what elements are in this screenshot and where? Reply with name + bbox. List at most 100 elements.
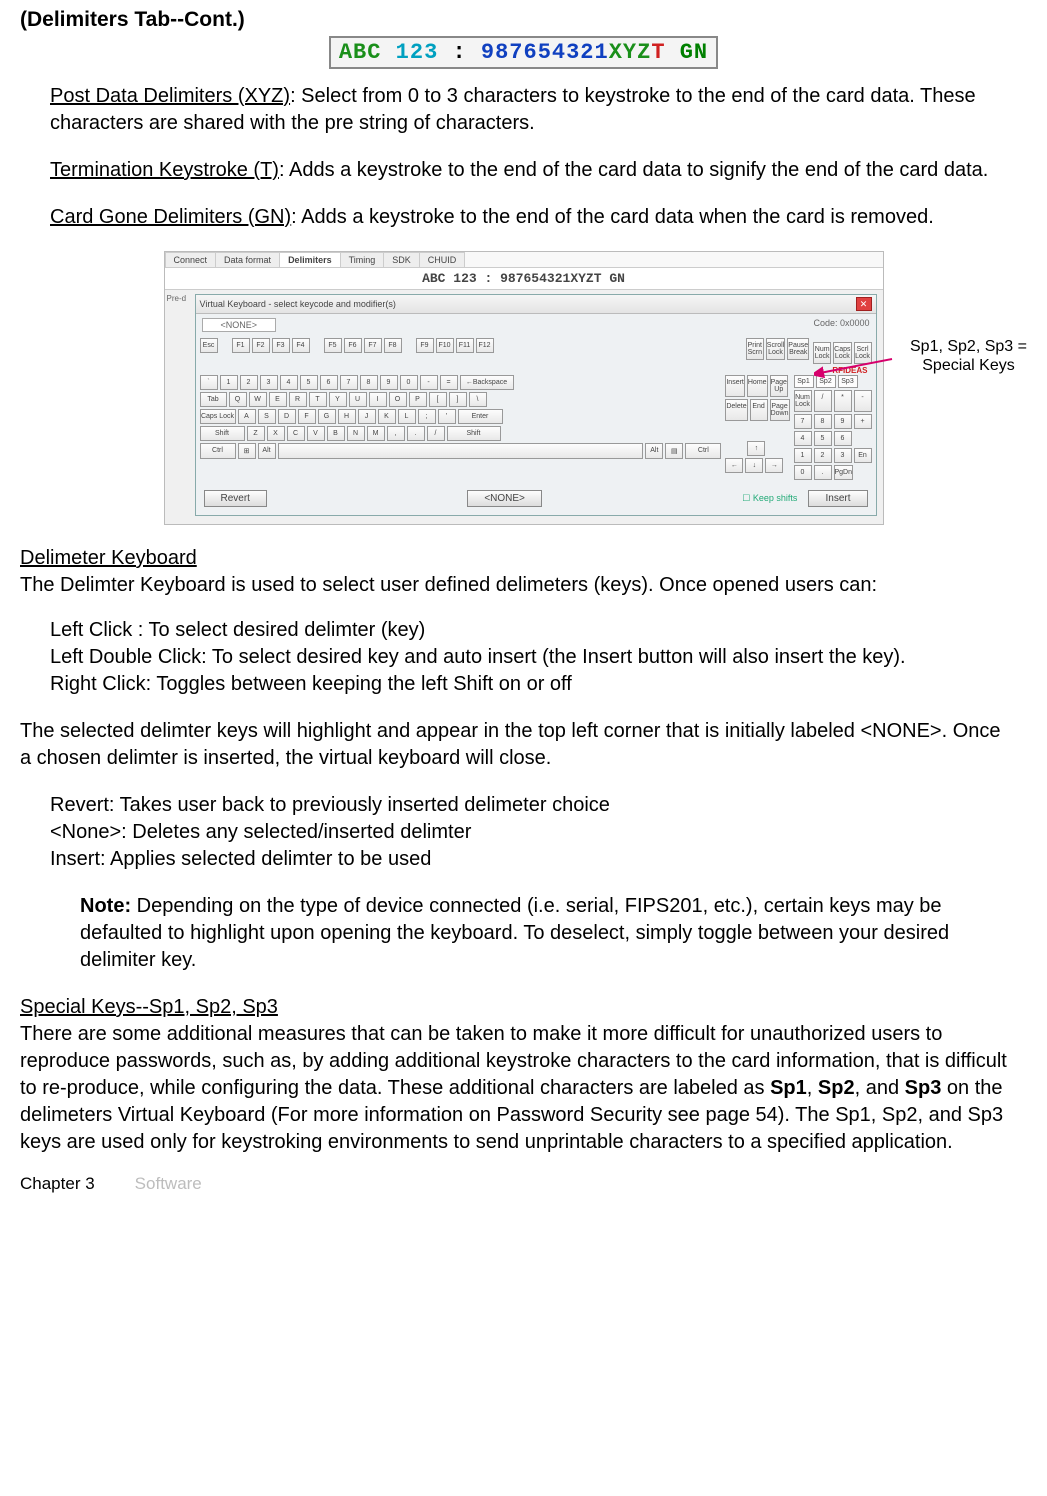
key-e[interactable]: E	[269, 392, 287, 407]
tab-delimiters[interactable]: Delimiters	[279, 252, 341, 267]
key-f10[interactable]: F10	[436, 338, 454, 353]
key-shift[interactable]: Shift	[200, 426, 245, 441]
key-[interactable]: /	[427, 426, 445, 441]
key-f9[interactable]: F9	[416, 338, 434, 353]
key-8[interactable]: 8	[360, 375, 378, 390]
none-button[interactable]: <NONE>	[467, 490, 542, 507]
key-f12[interactable]: F12	[476, 338, 494, 353]
key-ctrl[interactable]: Ctrl	[200, 443, 236, 459]
key-f2[interactable]: F2	[252, 338, 270, 353]
key-capslock[interactable]: Caps Lock	[200, 409, 236, 424]
key-[interactable]: =	[440, 375, 458, 390]
key-f5[interactable]: F5	[324, 338, 342, 353]
key-numlock[interactable]: NumLock	[794, 390, 812, 412]
key-v[interactable]: V	[307, 426, 325, 441]
key-[interactable]: ,	[387, 426, 405, 441]
key-4[interactable]: 4	[794, 431, 812, 446]
key-9[interactable]: 9	[834, 414, 852, 429]
insert-button[interactable]: Insert	[808, 490, 867, 507]
key-6[interactable]: 6	[834, 431, 852, 446]
key-p[interactable]: P	[409, 392, 427, 407]
key-end[interactable]: End	[750, 399, 768, 421]
key-r[interactable]: R	[289, 392, 307, 407]
key-[interactable]: *	[834, 390, 852, 412]
key-scrolllock[interactable]: ScrollLock	[766, 338, 786, 360]
key-f8[interactable]: F8	[384, 338, 402, 353]
key-pageup[interactable]: PageUp	[770, 375, 788, 397]
key-0[interactable]: 0	[400, 375, 418, 390]
key-f7[interactable]: F7	[364, 338, 382, 353]
key-en[interactable]: En	[854, 448, 872, 463]
revert-button[interactable]: Revert	[204, 490, 267, 507]
key-u[interactable]: U	[349, 392, 367, 407]
key-5[interactable]: 5	[300, 375, 318, 390]
key-[interactable]: .	[814, 465, 832, 480]
key-1[interactable]: 1	[220, 375, 238, 390]
key-g[interactable]: G	[318, 409, 336, 424]
key-t[interactable]: T	[309, 392, 327, 407]
key-f[interactable]: F	[298, 409, 316, 424]
key-[interactable]: '	[438, 409, 456, 424]
key-m[interactable]: M	[367, 426, 385, 441]
key-f3[interactable]: F3	[272, 338, 290, 353]
key-left[interactable]: ←	[725, 458, 743, 473]
key-7[interactable]: 7	[340, 375, 358, 390]
key-delete[interactable]: Delete	[725, 399, 747, 421]
key-down[interactable]: ↓	[745, 458, 763, 473]
key-7[interactable]: 7	[794, 414, 812, 429]
key-j[interactable]: J	[358, 409, 376, 424]
key-f11[interactable]: F11	[456, 338, 474, 353]
key-menu[interactable]: ▤	[665, 443, 683, 459]
key-9[interactable]: 9	[380, 375, 398, 390]
key-w[interactable]: W	[249, 392, 267, 407]
key-i[interactable]: I	[369, 392, 387, 407]
key-[interactable]: .	[407, 426, 425, 441]
key-5[interactable]: 5	[814, 431, 832, 446]
key-shift[interactable]: Shift	[447, 426, 501, 441]
tab-timing[interactable]: Timing	[340, 252, 385, 267]
keep-shifts-checkbox[interactable]: ☐ Keep shifts	[742, 493, 797, 503]
key-esc[interactable]: Esc	[200, 338, 218, 353]
key-tab[interactable]: Tab	[200, 392, 227, 407]
key-insert[interactable]: Insert	[725, 375, 745, 397]
key-sp1[interactable]: Sp1	[794, 375, 814, 388]
key-f6[interactable]: F6	[344, 338, 362, 353]
key-b[interactable]: B	[327, 426, 345, 441]
key-ctrl-r[interactable]: Ctrl	[685, 443, 721, 459]
key-4[interactable]: 4	[280, 375, 298, 390]
key-pgdn[interactable]: PgDn	[834, 465, 854, 480]
key-alt-r[interactable]: Alt	[645, 443, 663, 459]
key-y[interactable]: Y	[329, 392, 347, 407]
key-[interactable]: +	[854, 414, 872, 429]
key-3[interactable]: 3	[260, 375, 278, 390]
key-n[interactable]: N	[347, 426, 365, 441]
key-space[interactable]	[278, 443, 644, 459]
key-l[interactable]: L	[398, 409, 416, 424]
key-a[interactable]: A	[238, 409, 256, 424]
key-home[interactable]: Home	[747, 375, 768, 397]
close-icon[interactable]: ✕	[856, 297, 872, 311]
key-pausebreak[interactable]: PauseBreak	[787, 338, 809, 360]
key-8[interactable]: 8	[814, 414, 832, 429]
key-q[interactable]: Q	[229, 392, 247, 407]
key-2[interactable]: 2	[240, 375, 258, 390]
key-[interactable]: ]	[449, 392, 467, 407]
key-win[interactable]: ⊞	[238, 443, 256, 459]
key-[interactable]: `	[200, 375, 218, 390]
key-f4[interactable]: F4	[292, 338, 310, 353]
key-printscrn[interactable]: PrintScrn	[746, 338, 764, 360]
key-c[interactable]: C	[287, 426, 305, 441]
key-[interactable]: -	[420, 375, 438, 390]
tab-data-format[interactable]: Data format	[215, 252, 280, 267]
key-6[interactable]: 6	[320, 375, 338, 390]
key-3[interactable]: 3	[834, 448, 852, 463]
key-[interactable]: \	[469, 392, 487, 407]
key-[interactable]: /	[814, 390, 832, 412]
key-k[interactable]: K	[378, 409, 396, 424]
key-pagedown[interactable]: PageDown	[770, 399, 790, 421]
tab-connect[interactable]: Connect	[165, 252, 217, 267]
key-s[interactable]: S	[258, 409, 276, 424]
key-0[interactable]: 0	[794, 465, 812, 480]
key-[interactable]: -	[854, 390, 872, 412]
key-backspace[interactable]: ←Backspace	[460, 375, 514, 390]
